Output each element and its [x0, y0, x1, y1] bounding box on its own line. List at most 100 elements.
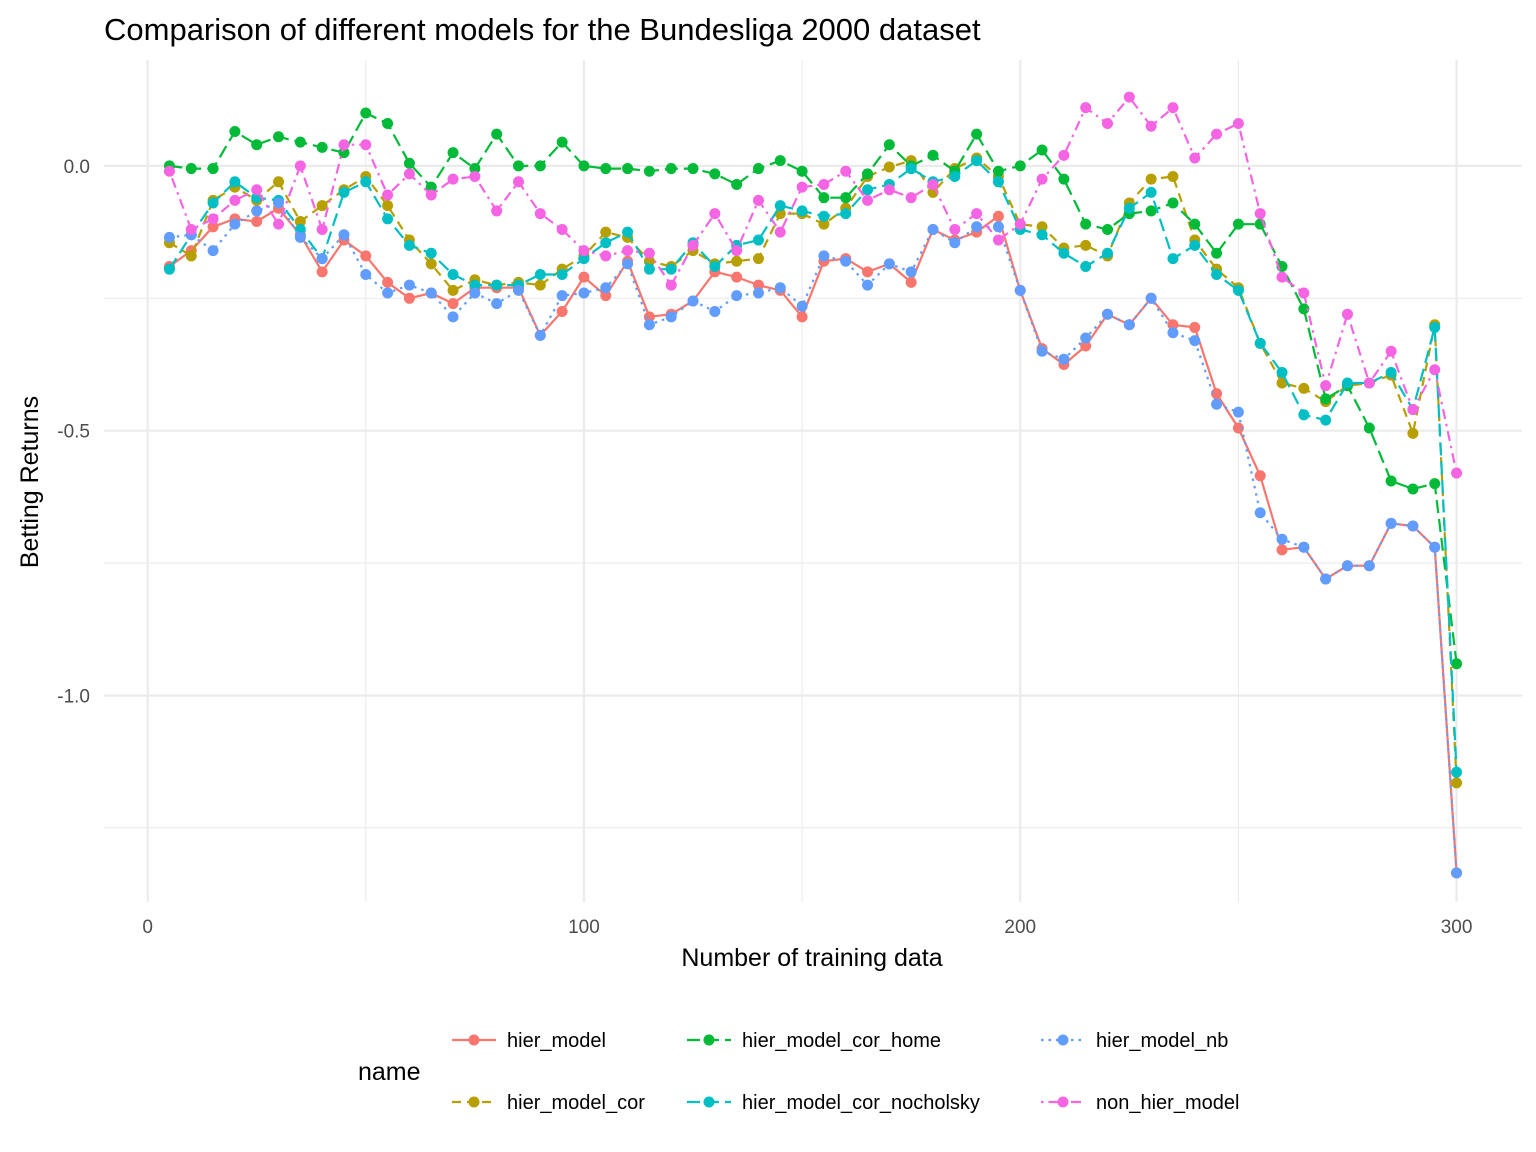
legend-key-point	[468, 1096, 480, 1108]
data-point-hier_model_nb	[1363, 560, 1375, 572]
data-point-hier_model	[992, 210, 1004, 222]
series-hier_model_cor_nocholsky	[163, 155, 1463, 778]
data-point-hier_model_cor_home	[709, 168, 721, 180]
data-point-hier_model_cor	[731, 255, 743, 267]
data-point-hier_model_cor_nocholsky	[338, 186, 350, 198]
data-point-hier_model	[1211, 388, 1223, 400]
data-point-hier_model_cor_nocholsky	[709, 261, 721, 273]
data-point-hier_model_nb	[1189, 335, 1201, 347]
data-point-non_hier_model	[1189, 152, 1201, 164]
legend-item-hier_model_cor_nocholsky: hier_model_cor_nocholsky	[687, 1092, 980, 1114]
data-point-hier_model_cor_nocholsky	[1123, 202, 1135, 214]
legend-label: hier_model_cor	[507, 1092, 645, 1114]
data-point-hier_model_cor_home	[556, 136, 568, 148]
data-point-hier_model_cor_home	[731, 178, 743, 190]
data-point-hier_model_cor_nocholsky	[643, 263, 655, 275]
data-point-non_hier_model	[1451, 467, 1463, 479]
data-point-hier_model_cor_nocholsky	[578, 253, 590, 265]
data-point-hier_model_cor_home	[1363, 422, 1375, 434]
legend-key-point	[1057, 1034, 1069, 1046]
data-point-non_hier_model	[1014, 218, 1026, 230]
data-point-hier_model	[403, 292, 415, 304]
data-point-hier_model_cor_nocholsky	[665, 263, 677, 275]
data-point-hier_model_nb	[360, 268, 372, 280]
series-layer	[163, 91, 1463, 879]
data-point-non_hier_model	[251, 184, 263, 196]
data-point-non_hier_model	[1320, 380, 1332, 392]
data-point-hier_model_cor_nocholsky	[1276, 366, 1288, 378]
data-point-hier_model_cor_nocholsky	[905, 163, 917, 175]
data-point-hier_model_cor_home	[1058, 173, 1070, 185]
legend-key-point	[703, 1096, 715, 1108]
data-point-hier_model_cor_nocholsky	[491, 279, 503, 291]
data-point-hier_model_nb	[796, 300, 808, 312]
data-point-non_hier_model	[1341, 308, 1353, 320]
series-hier_model	[163, 202, 1463, 879]
data-point-hier_model_cor	[425, 258, 437, 270]
data-point-hier_model	[382, 276, 394, 288]
data-point-hier_model_cor_home	[382, 118, 394, 130]
data-point-hier_model_nb	[643, 319, 655, 331]
legend-item-hier_model: hier_model	[452, 1030, 606, 1052]
data-point-hier_model_cor_nocholsky	[1058, 247, 1070, 259]
data-point-hier_model_nb	[207, 245, 219, 257]
data-point-hier_model_cor	[316, 200, 328, 212]
data-point-non_hier_model	[512, 176, 524, 188]
x-tick-label: 200	[1004, 917, 1036, 938]
data-point-non_hier_model	[491, 205, 503, 217]
data-point-hier_model_cor	[600, 226, 612, 238]
series-hier_model_cor_home	[163, 107, 1463, 670]
data-point-hier_model_nb	[971, 221, 983, 233]
data-point-hier_model	[556, 306, 568, 318]
data-point-hier_model_cor_home	[665, 163, 677, 175]
data-point-hier_model_cor_home	[1232, 218, 1244, 230]
data-point-non_hier_model	[273, 218, 285, 230]
data-point-hier_model_cor_nocholsky	[360, 176, 372, 188]
data-point-hier_model_nb	[338, 229, 350, 241]
data-point-hier_model_cor_nocholsky	[229, 176, 241, 188]
data-point-non_hier_model	[752, 194, 764, 206]
data-point-hier_model_cor_home	[185, 163, 197, 175]
data-point-hier_model_nb	[1298, 541, 1310, 553]
series-hier_model_nb	[163, 197, 1463, 879]
data-point-hier_model_cor_home	[294, 136, 306, 148]
data-point-non_hier_model	[229, 194, 241, 206]
data-point-hier_model_nb	[1407, 520, 1419, 532]
legend-label: hier_model_nb	[1096, 1030, 1228, 1052]
data-point-hier_model_cor_home	[1211, 247, 1223, 259]
data-point-hier_model_cor_nocholsky	[1451, 766, 1463, 778]
data-point-hier_model_nb	[425, 287, 437, 299]
data-point-hier_model_cor	[1407, 427, 1419, 439]
data-point-non_hier_model	[971, 208, 983, 220]
data-point-hier_model_cor_nocholsky	[556, 268, 568, 280]
x-axis-title: Number of training data	[681, 944, 942, 972]
data-point-hier_model_nb	[600, 282, 612, 294]
data-point-hier_model_cor_nocholsky	[1189, 239, 1201, 251]
data-point-hier_model_cor_home	[862, 168, 874, 180]
data-point-hier_model_nb	[316, 253, 328, 265]
data-point-hier_model_nb	[1451, 867, 1463, 879]
data-point-hier_model_nb	[883, 258, 895, 270]
data-point-non_hier_model	[403, 168, 415, 180]
grid-layer	[104, 60, 1522, 902]
data-point-hier_model_cor_home	[752, 163, 764, 175]
data-point-hier_model_nb	[534, 329, 546, 341]
data-point-hier_model_cor_home	[1429, 478, 1441, 490]
data-point-non_hier_model	[862, 194, 874, 206]
data-point-hier_model_nb	[556, 290, 568, 302]
data-point-non_hier_model	[1298, 287, 1310, 299]
data-point-hier_model	[643, 311, 655, 323]
data-point-hier_model_nb	[1058, 353, 1070, 365]
data-point-hier_model_cor_nocholsky	[425, 247, 437, 259]
data-point-hier_model_nb	[1385, 517, 1397, 529]
data-point-non_hier_model	[818, 178, 830, 190]
data-point-hier_model_cor_home	[774, 155, 786, 167]
data-point-non_hier_model	[338, 139, 350, 151]
data-point-non_hier_model	[185, 223, 197, 235]
data-point-hier_model_cor_home	[992, 165, 1004, 177]
data-point-hier_model_nb	[512, 284, 524, 296]
data-point-non_hier_model	[796, 181, 808, 193]
data-point-hier_model_cor_home	[491, 128, 503, 140]
data-point-hier_model_cor_home	[1407, 483, 1419, 495]
data-point-hier_model	[600, 290, 612, 302]
